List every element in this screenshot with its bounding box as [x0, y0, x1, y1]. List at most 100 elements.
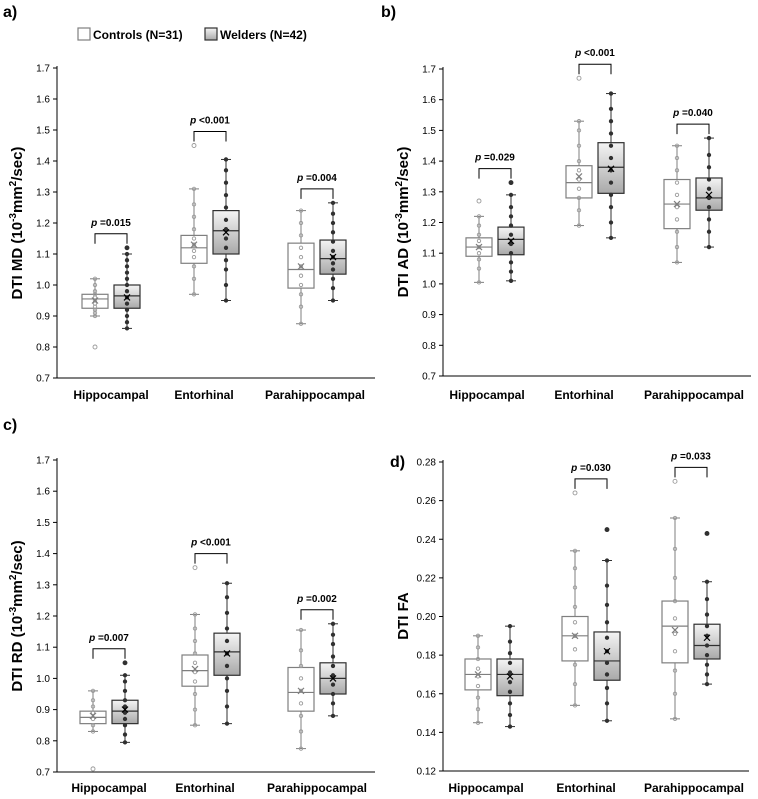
- data-point: [508, 204, 514, 210]
- outlier-point: [191, 143, 197, 148]
- y-tick-label: 1.0: [36, 281, 50, 292]
- data-point: [224, 663, 230, 669]
- mean-marker: [222, 228, 230, 236]
- data-point: [475, 695, 481, 700]
- data-point: [192, 723, 198, 728]
- data-point: [192, 626, 198, 631]
- mean-marker: [297, 687, 305, 695]
- pvalue-label: p =0.007: [88, 633, 129, 644]
- data-point: [124, 264, 130, 269]
- data-point: [572, 662, 578, 667]
- data-point: [124, 251, 130, 257]
- data-point: [576, 195, 582, 201]
- y-tick-label: 1.2: [422, 218, 436, 229]
- y-tick-label: 1.7: [36, 64, 50, 75]
- category-label: Hippocampal: [448, 781, 523, 795]
- data-point: [124, 326, 130, 331]
- welders-box-group: [319, 621, 347, 718]
- data-point: [674, 180, 680, 185]
- data-point: [330, 276, 336, 281]
- data-point: [298, 688, 304, 694]
- category-label: Parahippocampal: [644, 781, 744, 795]
- y-tick-label: 0.9: [36, 705, 50, 716]
- outlier-point: [92, 344, 98, 350]
- data-point: [223, 258, 229, 263]
- y-tick-label: 1.2: [36, 612, 50, 623]
- pvalue-label: p <0.001: [190, 538, 231, 549]
- pvalue-label: p =0.040: [672, 108, 713, 119]
- data-point: [330, 691, 336, 697]
- data-point: [476, 266, 482, 271]
- data-point: [572, 566, 578, 571]
- data-point: [608, 91, 614, 96]
- data-point: [508, 251, 514, 256]
- y-tick-label: 0.28: [417, 458, 437, 469]
- data-point: [604, 660, 610, 665]
- data-point: [576, 168, 582, 173]
- data-point: [572, 620, 578, 625]
- y-tick-label: 1.6: [422, 95, 436, 106]
- mean-marker: [571, 632, 579, 640]
- data-point: [191, 214, 197, 219]
- data-point: [706, 204, 712, 210]
- data-point: [124, 282, 130, 288]
- controls-box-group: [565, 75, 593, 228]
- data-point: [223, 205, 229, 210]
- data-point: [576, 177, 582, 182]
- outlier-point: [672, 478, 678, 484]
- bracket-line: [674, 466, 708, 478]
- data-point: [192, 612, 198, 617]
- data-point: [298, 648, 304, 653]
- data-point: [475, 656, 481, 662]
- data-point: [92, 282, 98, 288]
- data-point: [507, 701, 513, 706]
- data-point: [330, 641, 336, 647]
- data-point: [672, 668, 678, 673]
- data-point: [704, 672, 710, 677]
- data-point: [298, 321, 304, 326]
- data-point: [191, 292, 197, 297]
- y-tick-label: 1.5: [36, 518, 50, 529]
- bracket-line: [574, 478, 608, 489]
- controls-box-group: [561, 490, 589, 708]
- bracket-line: [300, 609, 334, 620]
- data-point: [124, 313, 130, 319]
- data-point: [507, 712, 513, 718]
- y-tick-label: 0.16: [417, 689, 437, 700]
- data-point: [674, 204, 680, 210]
- iqr-box: [593, 631, 621, 681]
- data-point: [475, 645, 481, 650]
- data-point: [224, 676, 230, 681]
- pvalue-bracket: p =0.004: [296, 173, 337, 199]
- pvalue-label: p <0.001: [189, 116, 230, 127]
- y-tick-label: 1.0: [422, 279, 436, 290]
- category-label: Entorhinal: [175, 781, 234, 795]
- y-tick-label: 1.4: [36, 157, 50, 168]
- data-point: [706, 217, 712, 222]
- data-point: [330, 298, 336, 303]
- panel-label: c): [3, 417, 17, 434]
- data-point: [576, 186, 582, 191]
- mean-marker: [223, 650, 231, 657]
- controls-box-group: [287, 627, 315, 751]
- welders-box-group: [593, 527, 621, 723]
- data-point: [298, 627, 304, 633]
- pvalue-label: p =0.004: [296, 173, 337, 184]
- data-point: [298, 676, 304, 681]
- data-point: [608, 106, 614, 112]
- y-tick-label: 0.7: [36, 768, 50, 779]
- data-point: [604, 685, 610, 691]
- data-point: [191, 227, 197, 232]
- category-label: Hippocampal: [71, 781, 146, 795]
- data-point: [704, 579, 710, 584]
- data-point: [223, 236, 229, 241]
- data-point: [298, 282, 304, 288]
- welders-box-group: [497, 180, 525, 283]
- data-point: [672, 598, 678, 604]
- data-point: [672, 616, 678, 621]
- data-point: [507, 680, 513, 685]
- y-tick-label: 1.1: [36, 250, 50, 261]
- data-point: [476, 244, 482, 250]
- data-point: [124, 320, 130, 325]
- data-point: [476, 251, 482, 256]
